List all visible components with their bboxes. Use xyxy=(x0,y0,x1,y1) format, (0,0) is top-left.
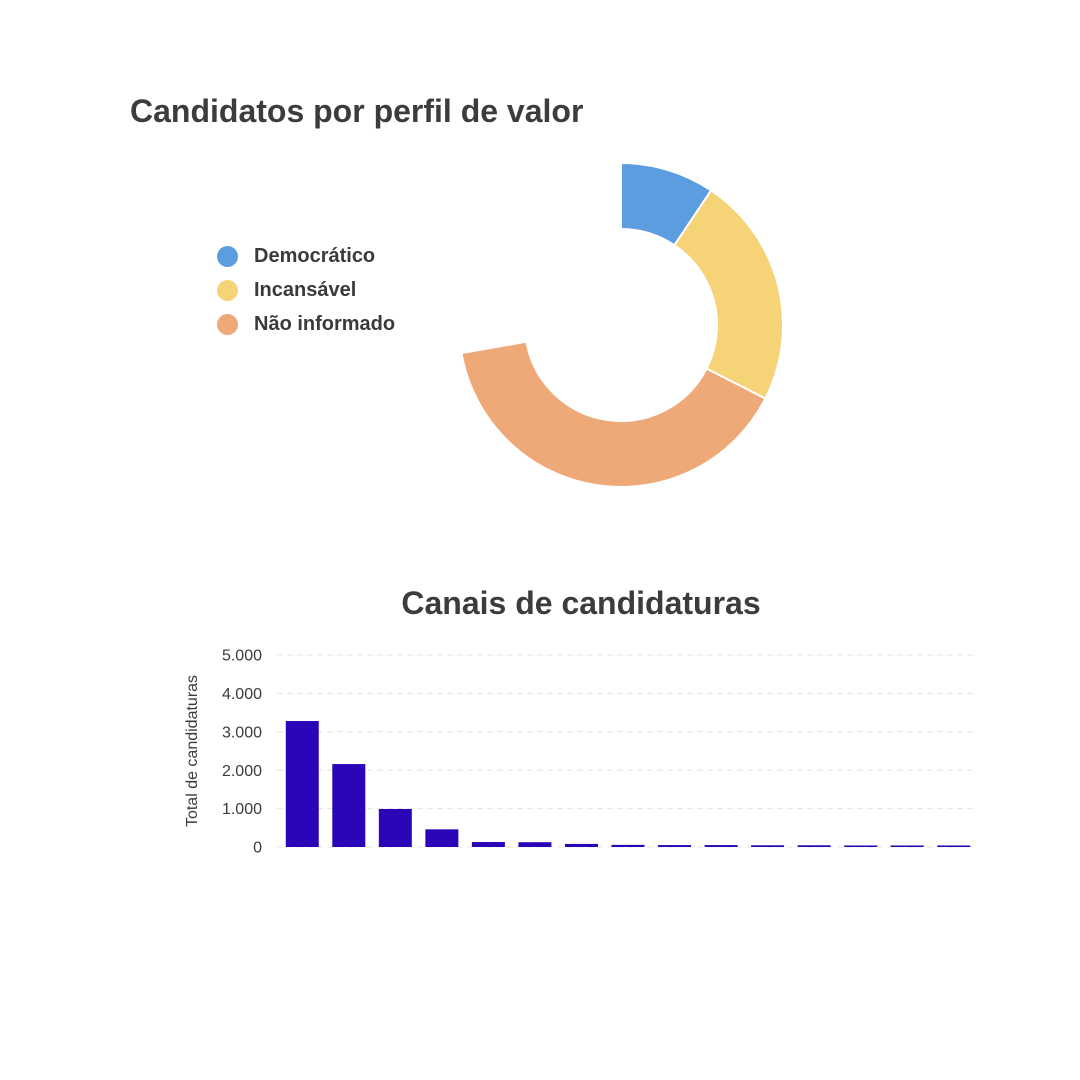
legend-dot-incansavel xyxy=(217,280,238,301)
legend-label-incansavel: Incansável xyxy=(254,280,356,300)
y-tick-label: 0 xyxy=(253,840,262,857)
bar-3[interactable] xyxy=(379,809,412,847)
donut-chart xyxy=(440,150,800,510)
legend-item-democratico[interactable]: Democrático xyxy=(217,239,395,273)
bar-series xyxy=(286,721,970,847)
bar-13[interactable] xyxy=(844,845,877,847)
bar-7[interactable] xyxy=(565,844,598,847)
bar-11[interactable] xyxy=(751,845,784,847)
bar-chart-title: Canais de candidaturas xyxy=(281,587,881,619)
y-tick-label: 1.000 xyxy=(222,801,262,818)
legend-dot-democratico xyxy=(217,246,238,267)
donut-chart-title: Candidatos por perfil de valor xyxy=(130,95,583,127)
bar-5[interactable] xyxy=(472,842,505,847)
legend-label-nao-informado: Não informado xyxy=(254,314,395,334)
bar-chart: 0 1.000 2.000 3.000 4.000 5.000 Total de cand… xyxy=(170,640,990,860)
bar-15[interactable] xyxy=(937,845,970,847)
donut-slice-incansavel[interactable] xyxy=(674,190,783,398)
bar-8[interactable] xyxy=(612,845,645,847)
y-axis-ticks: 0 1.000 2.000 3.000 4.000 5.000 xyxy=(222,648,262,857)
legend-label-democratico: Democrático xyxy=(254,246,375,266)
y-tick-label: 3.000 xyxy=(222,724,262,741)
legend-item-incansavel[interactable]: Incansável xyxy=(217,273,395,307)
bar-12[interactable] xyxy=(798,845,831,847)
bar-1[interactable] xyxy=(286,721,319,847)
bar-4[interactable] xyxy=(425,829,458,847)
bar-14[interactable] xyxy=(891,845,924,847)
bar-6[interactable] xyxy=(518,842,551,847)
y-tick-label: 5.000 xyxy=(222,648,262,665)
bar-10[interactable] xyxy=(705,845,738,847)
y-axis-title: Total de candidaturas xyxy=(184,675,201,827)
y-tick-label: 2.000 xyxy=(222,763,262,780)
bar-2[interactable] xyxy=(332,764,365,847)
legend-item-nao-informado[interactable]: Não informado xyxy=(217,307,395,341)
y-tick-label: 4.000 xyxy=(222,686,262,703)
donut-legend: Democrático Incansável Não informado xyxy=(217,239,395,341)
legend-dot-nao-informado xyxy=(217,314,238,335)
bar-9[interactable] xyxy=(658,845,691,847)
